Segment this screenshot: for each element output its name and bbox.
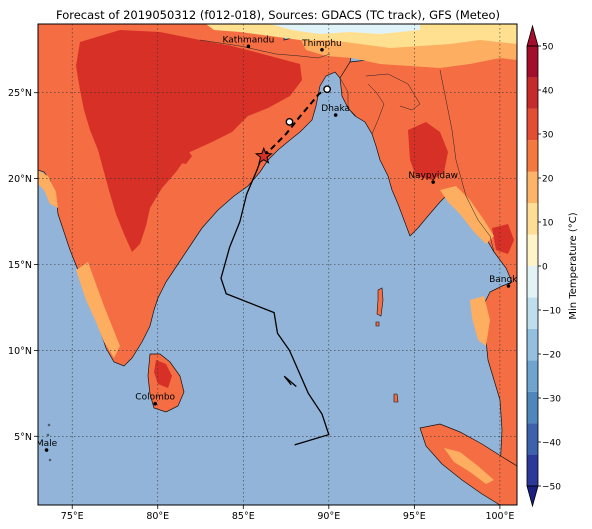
colorbar-segment — [527, 360, 538, 392]
city-label: Bangkok — [489, 275, 529, 285]
city-dot — [246, 44, 251, 49]
colorbar-segment — [527, 391, 538, 424]
colorbar-tick-label: 30 — [542, 131, 554, 141]
track-position-marker — [285, 118, 294, 126]
y-tick-label: 10°N — [8, 346, 32, 357]
colorbar-segment — [527, 297, 538, 329]
city-dot — [506, 284, 511, 288]
colorbar-extend-min — [526, 485, 539, 508]
colorbar-segment — [527, 108, 538, 141]
y-tick-label: 25°N — [8, 88, 32, 99]
hot-patch — [170, 146, 192, 164]
colorbar-segment — [527, 328, 538, 361]
colorbar-segment — [527, 77, 538, 109]
andaman-islands — [376, 287, 384, 317]
x-tick-label: 75°E — [61, 511, 84, 522]
colorbar-segment — [527, 266, 538, 298]
mild-myanmar-hills — [440, 186, 494, 244]
maldives-islands — [46, 423, 52, 462]
figure-title: Forecast of 2019050312 (f012-018), Sourc… — [56, 8, 500, 22]
map-panel: Kathmandu Thimphu Dhaka Naypyidaw Bangkok Col… — [8, 23, 529, 522]
cold-tibet — [270, 24, 420, 34]
cool-himalaya — [206, 24, 517, 48]
colorbar-tick-label: 40 — [542, 87, 554, 97]
x-tick-label: 80°E — [146, 511, 169, 522]
track-past-line — [220, 150, 330, 446]
x-tick-label: 95°E — [403, 511, 426, 522]
mild-sumatra — [444, 448, 494, 484]
city-dot — [44, 448, 49, 452]
map-ticks: 75°E 80°E 85°E 90°E 95°E 100°E 5°N 10°N 15°N 20°N… — [8, 88, 514, 522]
city-label: Naypyidaw — [408, 171, 458, 181]
nicobar-island-2 — [393, 393, 399, 403]
hot-myanmar — [408, 122, 448, 180]
gridlines — [38, 24, 517, 505]
city-label: Colombo — [135, 393, 175, 403]
current-position-star — [254, 146, 273, 164]
colorbar-tick-label: −10 — [542, 307, 561, 317]
colorbar-segment — [527, 140, 538, 172]
x-tick-label: 85°E — [232, 511, 255, 522]
colorbar-tick-label: 50 — [542, 43, 554, 53]
colorbar-segment — [527, 171, 538, 204]
colorbar-segment — [527, 423, 538, 455]
mild-ghats — [76, 262, 120, 358]
colorbar-tick-label: 20 — [542, 175, 554, 185]
x-tick-label: 100°E — [485, 511, 514, 522]
city-label: Male — [36, 439, 58, 449]
cyclone-track — [220, 85, 332, 446]
city-dot — [431, 180, 435, 184]
y-tick-label: 20°N — [8, 174, 32, 185]
colorbar: −50 −40 −30 −20 −10 0 10 20 30 40 50 Min Temperatu… — [526, 24, 579, 508]
y-tick-label: 5°N — [14, 432, 32, 443]
city-label: Kathmandu — [222, 35, 274, 45]
city-markers: Kathmandu Thimphu Dhaka Naypyidaw Bangkok Col… — [36, 35, 529, 452]
hot-north — [76, 30, 302, 252]
hot-sri-lanka — [154, 360, 172, 388]
mild-tenasserim — [470, 296, 490, 346]
track-hook-line — [283, 375, 297, 387]
city-label: Dhaka — [321, 104, 350, 114]
colorbar-tick-label: −20 — [542, 351, 561, 361]
hot-thai — [492, 224, 514, 254]
city-label: Thimphu — [301, 39, 342, 49]
colorbar-tick-label: 0 — [542, 263, 548, 273]
mild-west — [38, 170, 58, 208]
track-forecast-line — [263, 86, 328, 158]
colorbar-segment — [527, 454, 538, 486]
colorbar-label: Min Temperature (°C) — [568, 212, 579, 319]
city-dot — [333, 113, 338, 117]
colorbar-extend-max — [526, 24, 539, 47]
city-dot — [320, 47, 324, 52]
track-position-marker — [323, 85, 332, 94]
y-tick-label: 15°N — [8, 260, 32, 271]
colorbar-tick-label: 10 — [542, 219, 554, 229]
colorbar-segment — [527, 203, 538, 235]
colorbar-segment — [527, 234, 538, 266]
nicobar-island-1 — [375, 321, 380, 327]
country-borders — [199, 39, 495, 253]
x-tick-label: 90°E — [317, 511, 340, 522]
city-dot — [153, 401, 157, 406]
colorbar-segment — [527, 46, 538, 78]
colorbar-tick-label: −50 — [542, 483, 561, 493]
colorbar-tick-label: −30 — [542, 395, 561, 405]
colorbar-tick-label: −40 — [542, 439, 561, 449]
